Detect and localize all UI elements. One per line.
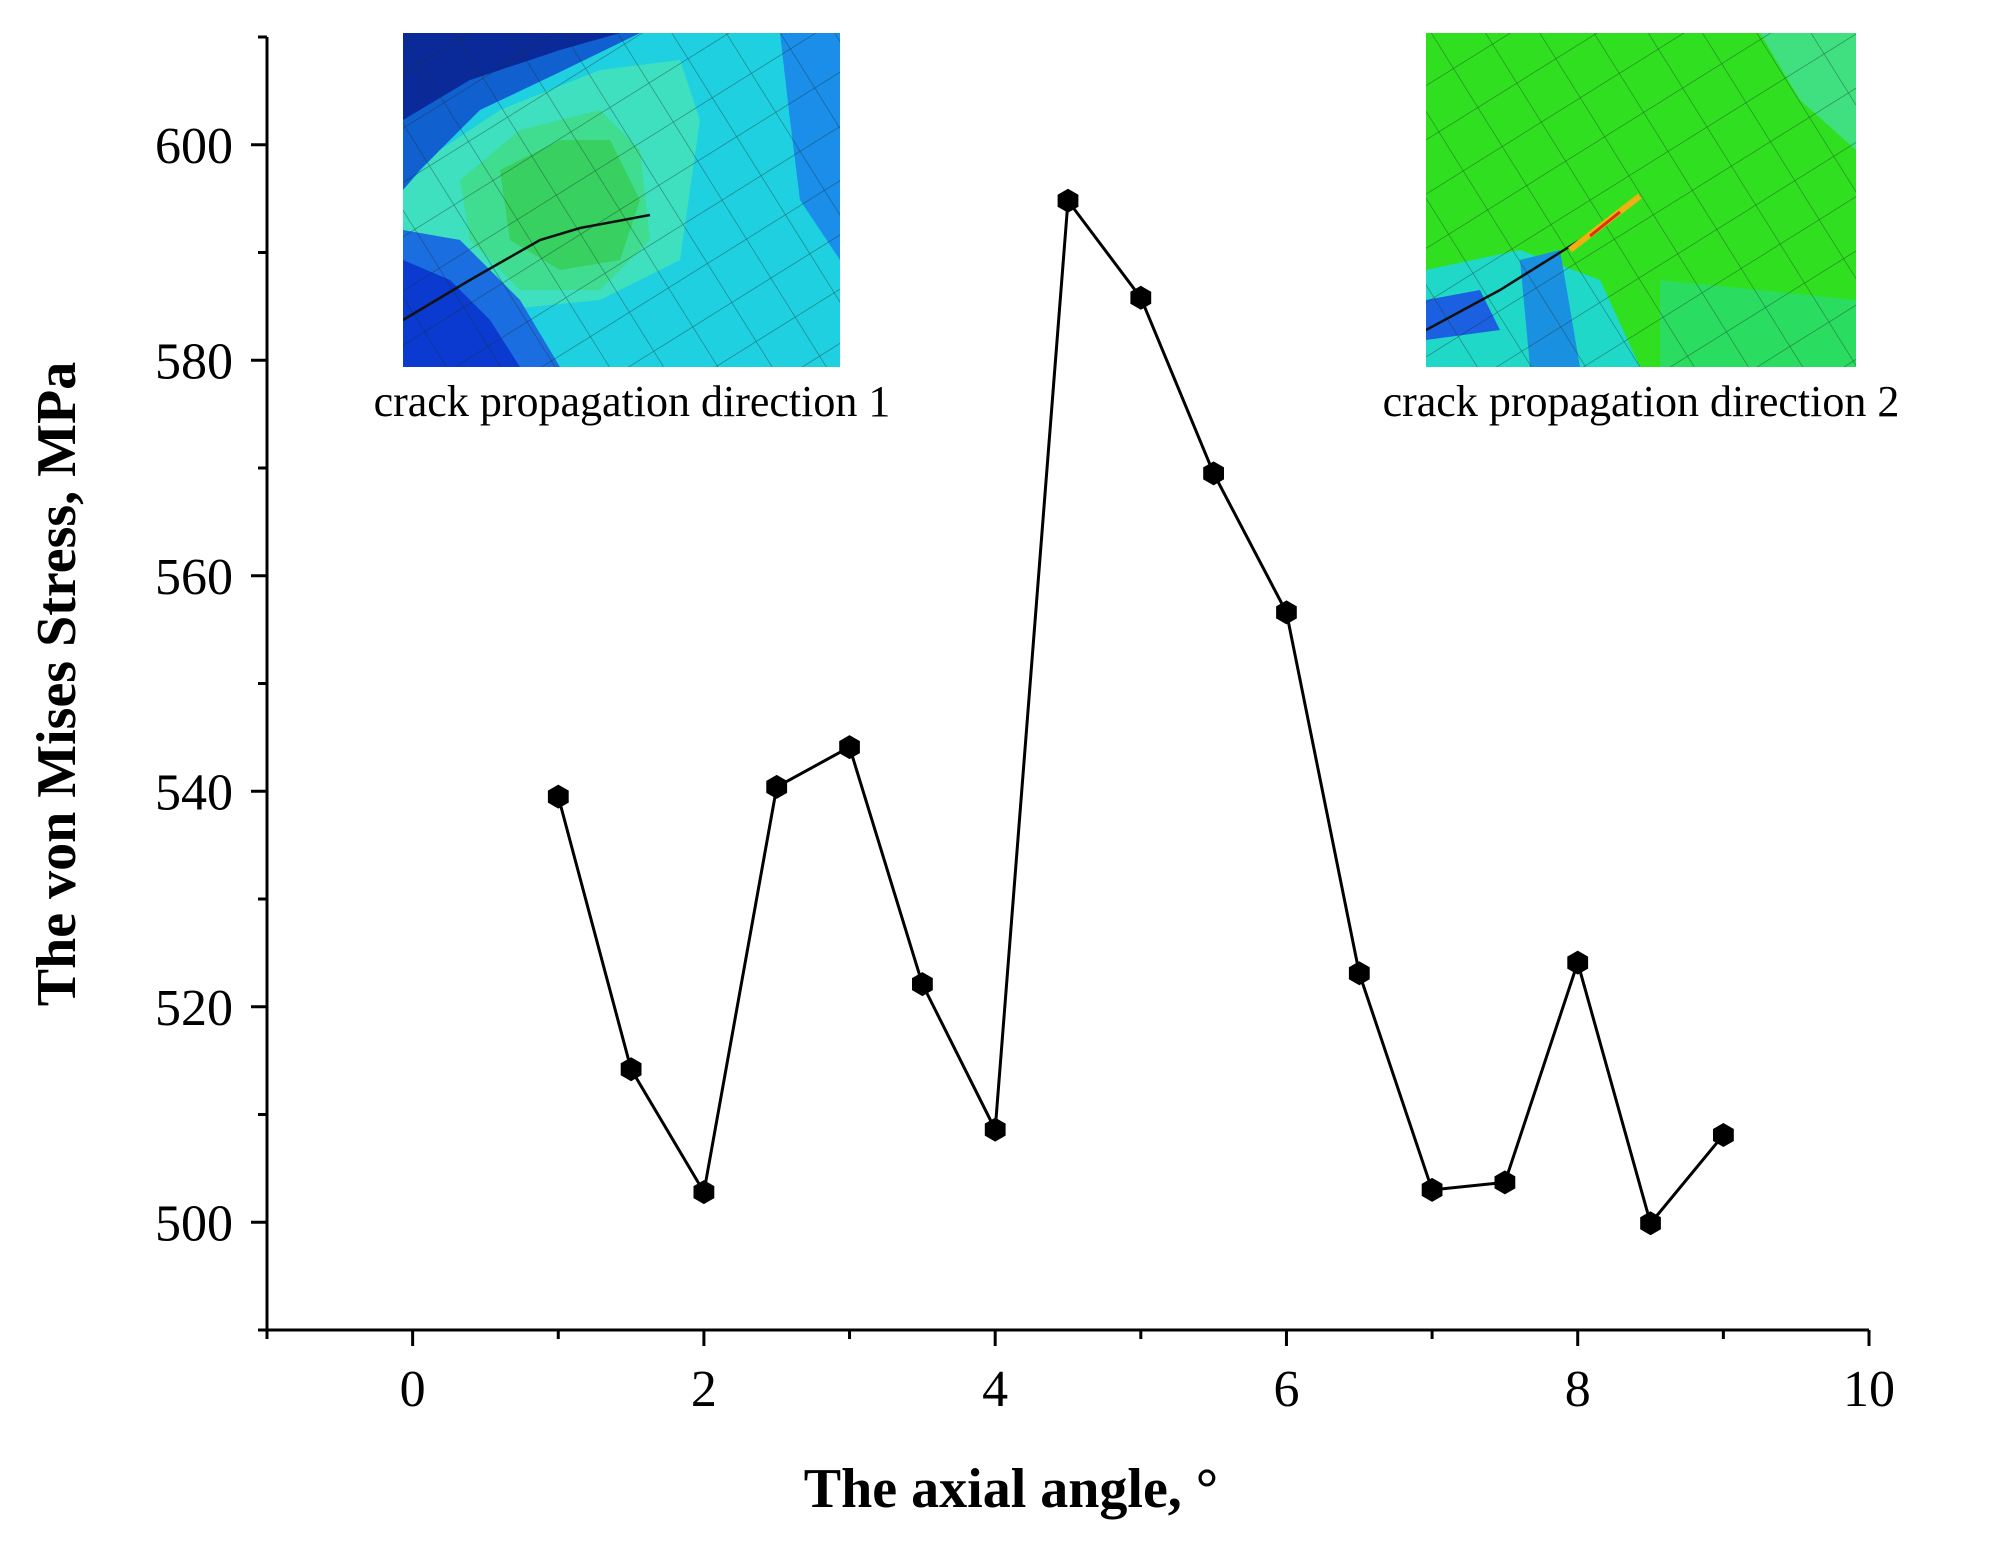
data-point	[1494, 1170, 1516, 1195]
data-point	[547, 784, 569, 809]
x-tick-label: 0	[400, 1361, 426, 1418]
y-axis-title: The von Mises Stress, MPa	[26, 362, 88, 1007]
data-point	[1130, 285, 1152, 310]
y-tick-label: 560	[155, 549, 233, 606]
x-tick-label: 4	[982, 1361, 1008, 1418]
y-tick-label: 500	[155, 1195, 233, 1252]
y-tick-label: 580	[155, 333, 233, 390]
tick-labels: 0 2 4 6 8 10 500 520 540 560 580 600	[155, 118, 1895, 1418]
data-point	[1421, 1177, 1443, 1202]
inset-caption-2: crack propagation direction 2	[1383, 377, 1900, 426]
data-point	[912, 972, 933, 997]
x-tick-label: 8	[1565, 1361, 1591, 1418]
ticks	[251, 35, 1871, 1346]
data-point	[1276, 600, 1297, 625]
y-tick-label: 520	[155, 980, 233, 1037]
y-tick-label: 600	[155, 118, 233, 175]
x-tick-label: 6	[1273, 1361, 1299, 1418]
data-point	[1057, 188, 1079, 213]
x-axis-title: The axial angle, °	[804, 1458, 1218, 1520]
data-point	[984, 1117, 1006, 1142]
markers-group	[547, 188, 1734, 1236]
data-point	[1567, 950, 1589, 975]
x-tick-label: 2	[691, 1361, 717, 1418]
inset-image-1	[403, 33, 840, 367]
data-point	[1640, 1211, 1661, 1236]
data-point	[766, 774, 788, 799]
y-tick-label: 540	[155, 764, 233, 821]
data-point	[1348, 961, 1370, 986]
data-point	[839, 735, 860, 760]
inset-caption-1: crack propagation direction 1	[374, 377, 891, 426]
data-point	[1713, 1123, 1734, 1147]
inset-image-2	[1426, 33, 1856, 367]
data-point	[620, 1057, 642, 1082]
data-point	[693, 1180, 715, 1205]
data-point	[1203, 461, 1224, 486]
x-tick-label: 10	[1843, 1361, 1895, 1418]
